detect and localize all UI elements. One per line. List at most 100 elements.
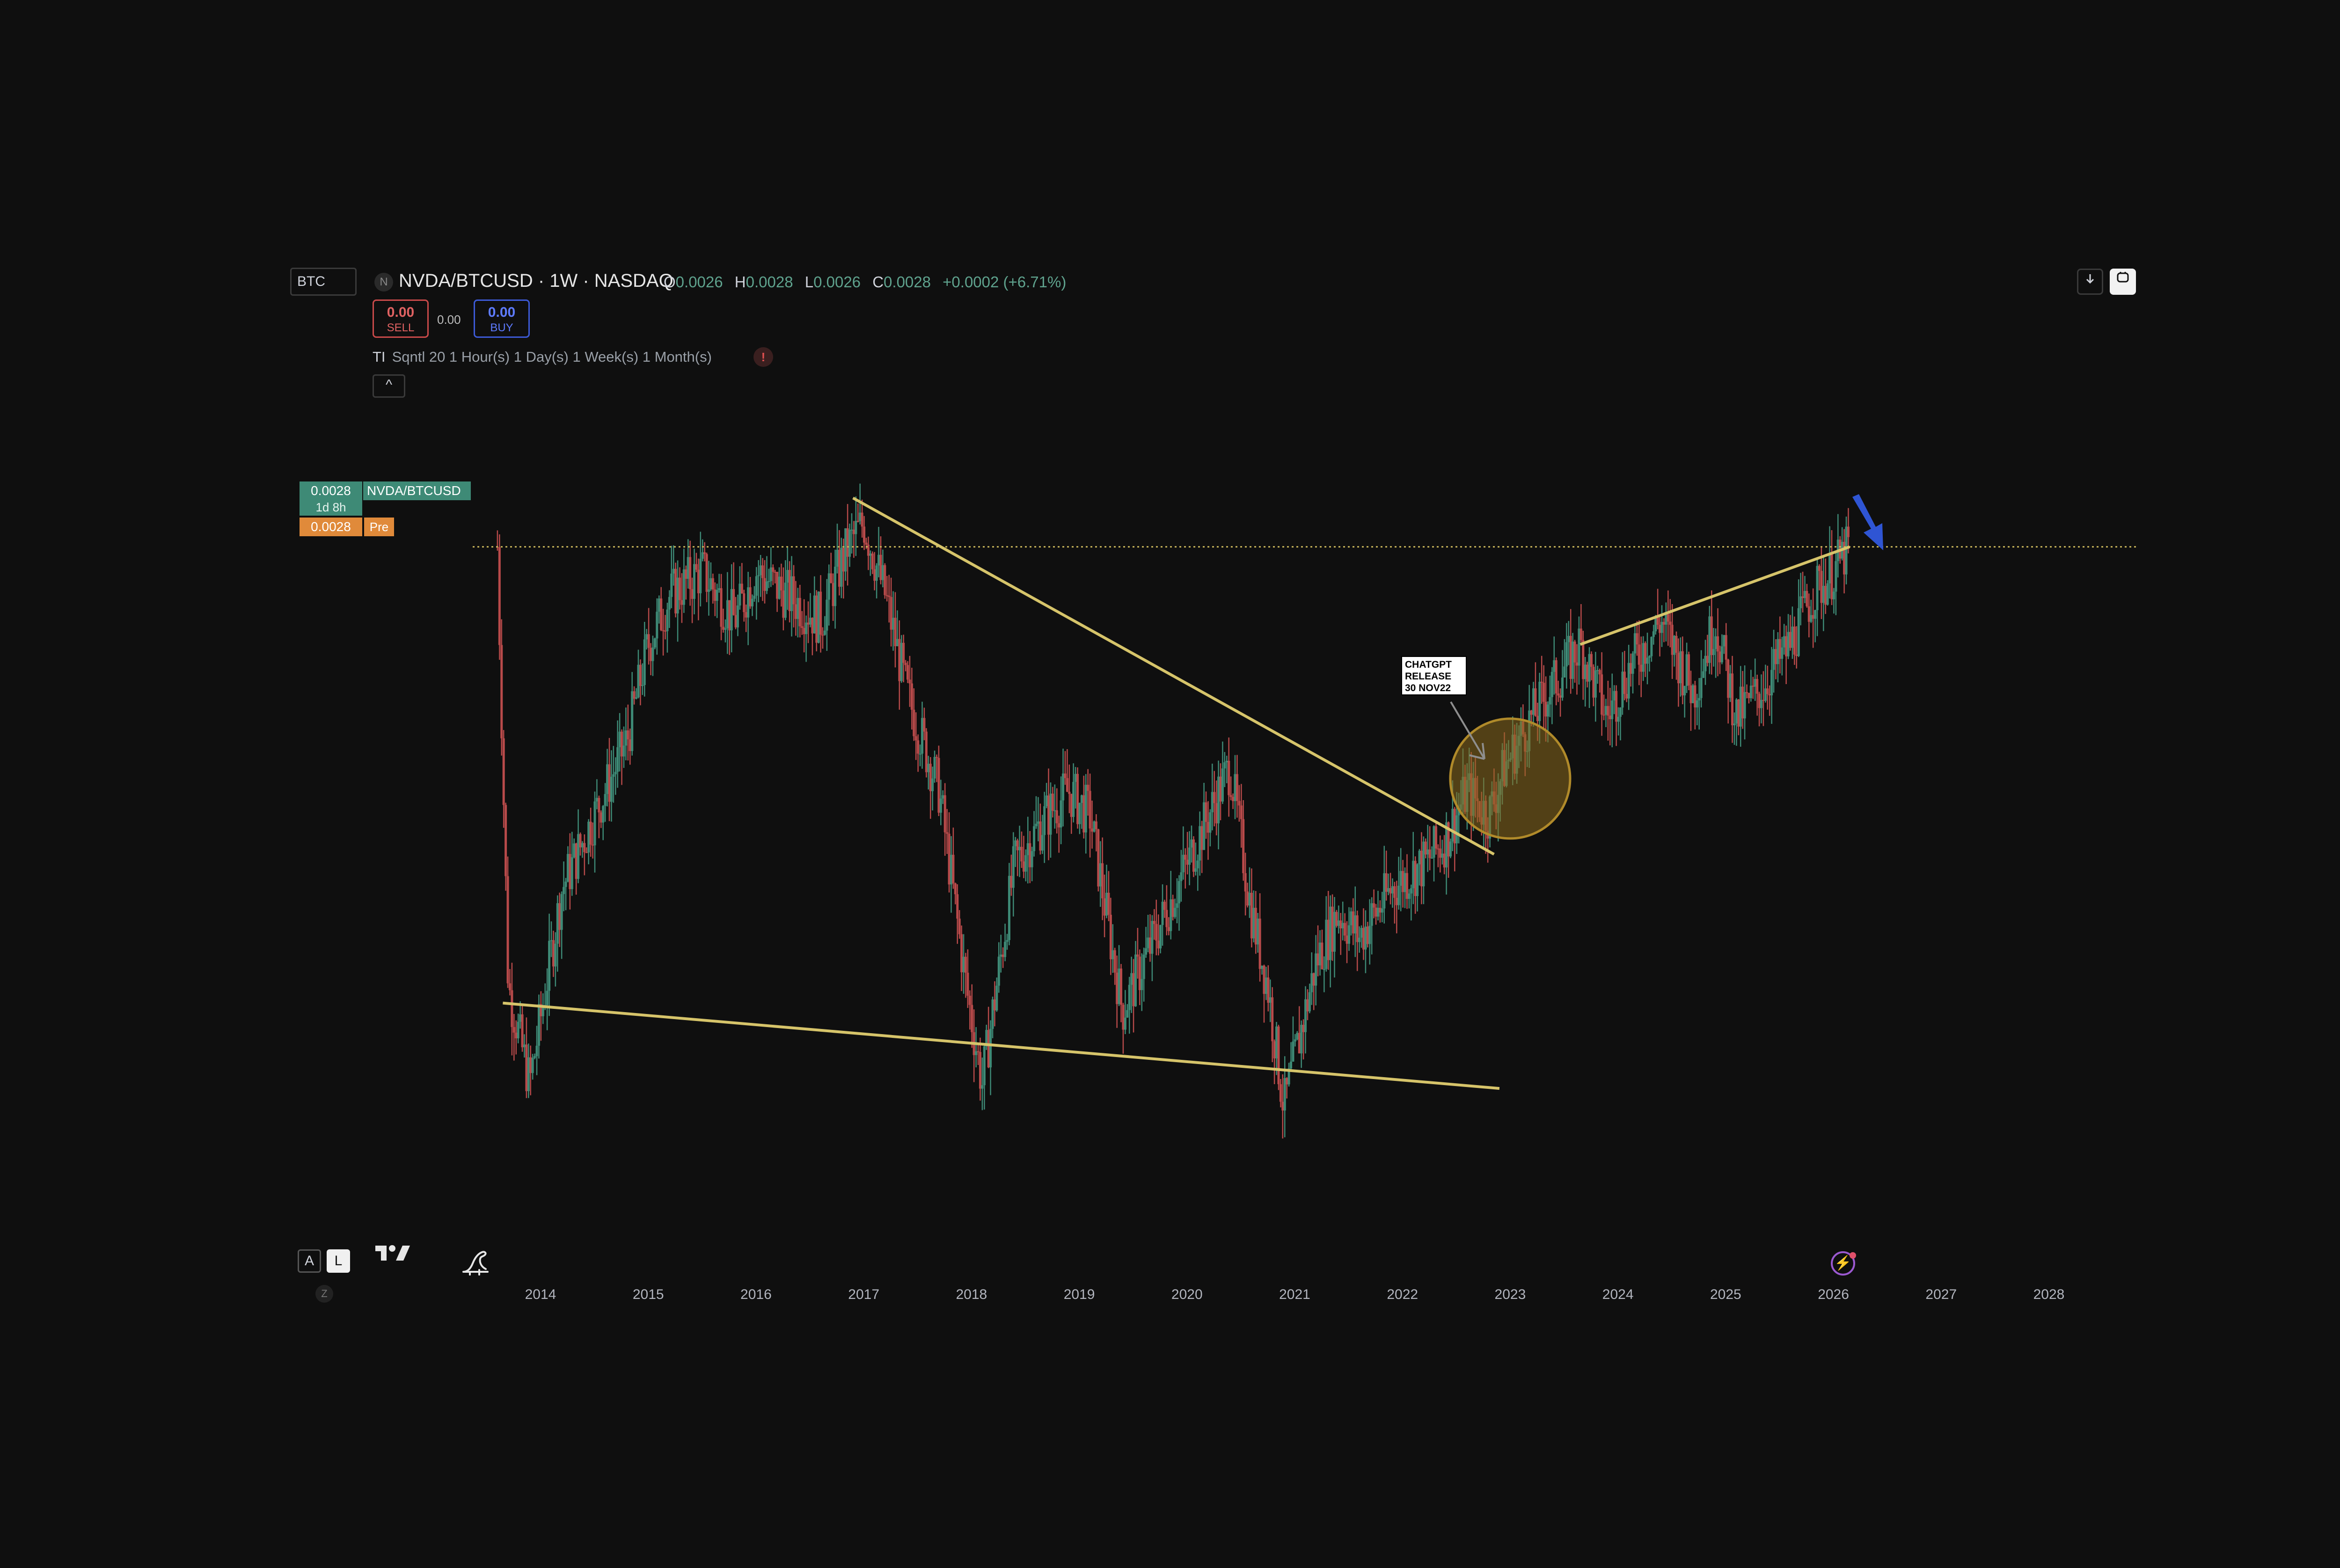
candle-body	[1281, 1101, 1284, 1111]
candle-body	[1368, 926, 1371, 944]
collapse-legend-button[interactable]: ^	[373, 374, 405, 398]
candle-body	[809, 618, 812, 625]
candle-body	[560, 894, 563, 930]
candle-body	[1824, 586, 1827, 605]
candle-body	[1112, 950, 1114, 960]
candle-body	[917, 740, 920, 754]
candle-body	[1184, 854, 1187, 860]
candle-body	[830, 573, 833, 583]
download-icon[interactable]	[2077, 269, 2103, 295]
candle-body	[585, 852, 588, 853]
candle-body	[1304, 999, 1307, 1032]
candle-body	[1022, 861, 1025, 872]
candle-body	[971, 1005, 973, 1032]
candle-body	[780, 576, 782, 591]
candle-body	[1633, 633, 1636, 654]
candle-body	[1812, 615, 1814, 619]
candle-body	[1095, 821, 1097, 830]
candle-body	[1619, 707, 1622, 717]
candle-body	[709, 578, 712, 590]
candle-body	[983, 1046, 986, 1086]
candle-body	[720, 588, 723, 627]
candle-body	[736, 605, 739, 627]
candle-body	[759, 565, 762, 576]
candle-body	[1445, 822, 1448, 868]
candle-body	[1656, 617, 1659, 625]
auto-scale-button[interactable]: A	[298, 1249, 321, 1273]
candle-body	[1383, 873, 1386, 909]
candle-body	[660, 598, 663, 630]
candle-body	[529, 1057, 532, 1073]
candle-body	[844, 528, 847, 572]
candle-body	[517, 1021, 519, 1039]
candle-body	[1300, 1025, 1303, 1054]
chart-title[interactable]: NVDA/BTCUSD · 1W · NASDAQ	[399, 270, 673, 291]
candle-body	[728, 600, 731, 631]
candle-body	[1532, 688, 1535, 715]
candle-body	[1225, 760, 1228, 763]
candle-body	[563, 887, 565, 894]
candle-body	[1795, 654, 1798, 656]
candle-body	[1358, 937, 1361, 942]
candle-body	[904, 663, 907, 665]
candle-body	[790, 576, 793, 611]
candle-body	[1638, 644, 1640, 665]
note-line-2: RELEASE	[1405, 671, 1452, 682]
candle-body	[852, 529, 855, 534]
candle-body	[1405, 873, 1408, 899]
candle-body	[1060, 800, 1062, 828]
symbol-search-box[interactable]: BTC	[290, 268, 357, 296]
candle-body	[1045, 795, 1048, 807]
candle-body	[1807, 606, 1810, 622]
zoom-reset-button[interactable]: Z	[315, 1285, 333, 1303]
chatgpt-release-note[interactable]: CHATGPT RELEASE 30 NOV22	[1401, 656, 1467, 695]
replay-dino-icon[interactable]	[459, 1245, 491, 1280]
sell-button[interactable]: 0.00 SELL	[373, 299, 429, 338]
candle-body	[1203, 802, 1206, 850]
candle-body	[1404, 873, 1406, 892]
candle-body	[1408, 893, 1411, 899]
trendline	[503, 1001, 1500, 1090]
candle-body	[856, 521, 859, 522]
candle-body	[627, 730, 629, 740]
warning-icon[interactable]: !	[753, 347, 773, 367]
flash-icon[interactable]: ⚡	[1831, 1251, 1855, 1276]
candle-body	[697, 569, 700, 593]
candle-body	[1636, 633, 1638, 645]
candle-body	[1688, 654, 1690, 686]
candle-body	[898, 639, 901, 681]
premarket-tag: Pre	[364, 518, 394, 536]
candle-body	[1076, 773, 1079, 824]
fullscreen-icon[interactable]	[2110, 269, 2136, 295]
candle-body	[1708, 616, 1711, 663]
candle-body	[1573, 642, 1576, 663]
candle-body	[1360, 928, 1363, 938]
candle-body	[1389, 888, 1392, 894]
candle-body	[954, 883, 957, 895]
candle-body	[1016, 840, 1019, 851]
candle-body	[1729, 673, 1732, 698]
buy-button[interactable]: 0.00 BUY	[474, 299, 530, 338]
candle-body	[537, 1004, 540, 1046]
candle-body	[1642, 643, 1645, 672]
candle-body	[768, 581, 770, 582]
candle-body	[668, 597, 671, 610]
candle-body	[643, 639, 646, 685]
candle-body	[1194, 868, 1197, 872]
candle-body	[676, 577, 679, 613]
candle-body	[1199, 826, 1201, 861]
candle-body	[598, 798, 600, 813]
candle-body	[656, 612, 658, 639]
candle-body	[1441, 853, 1444, 858]
candle-body	[1103, 898, 1106, 916]
indicator-legend[interactable]: TI Sqntl 20 1 Hour(s) 1 Day(s) 1 Week(s) …	[373, 349, 712, 365]
candle-body	[805, 622, 808, 634]
candle-body	[610, 777, 613, 802]
candle-body	[508, 983, 511, 991]
candle-body	[878, 554, 880, 566]
log-scale-button[interactable]: L	[327, 1249, 350, 1273]
candle-body	[875, 565, 878, 581]
candle-body	[1234, 774, 1236, 802]
candle-body	[1379, 908, 1382, 913]
